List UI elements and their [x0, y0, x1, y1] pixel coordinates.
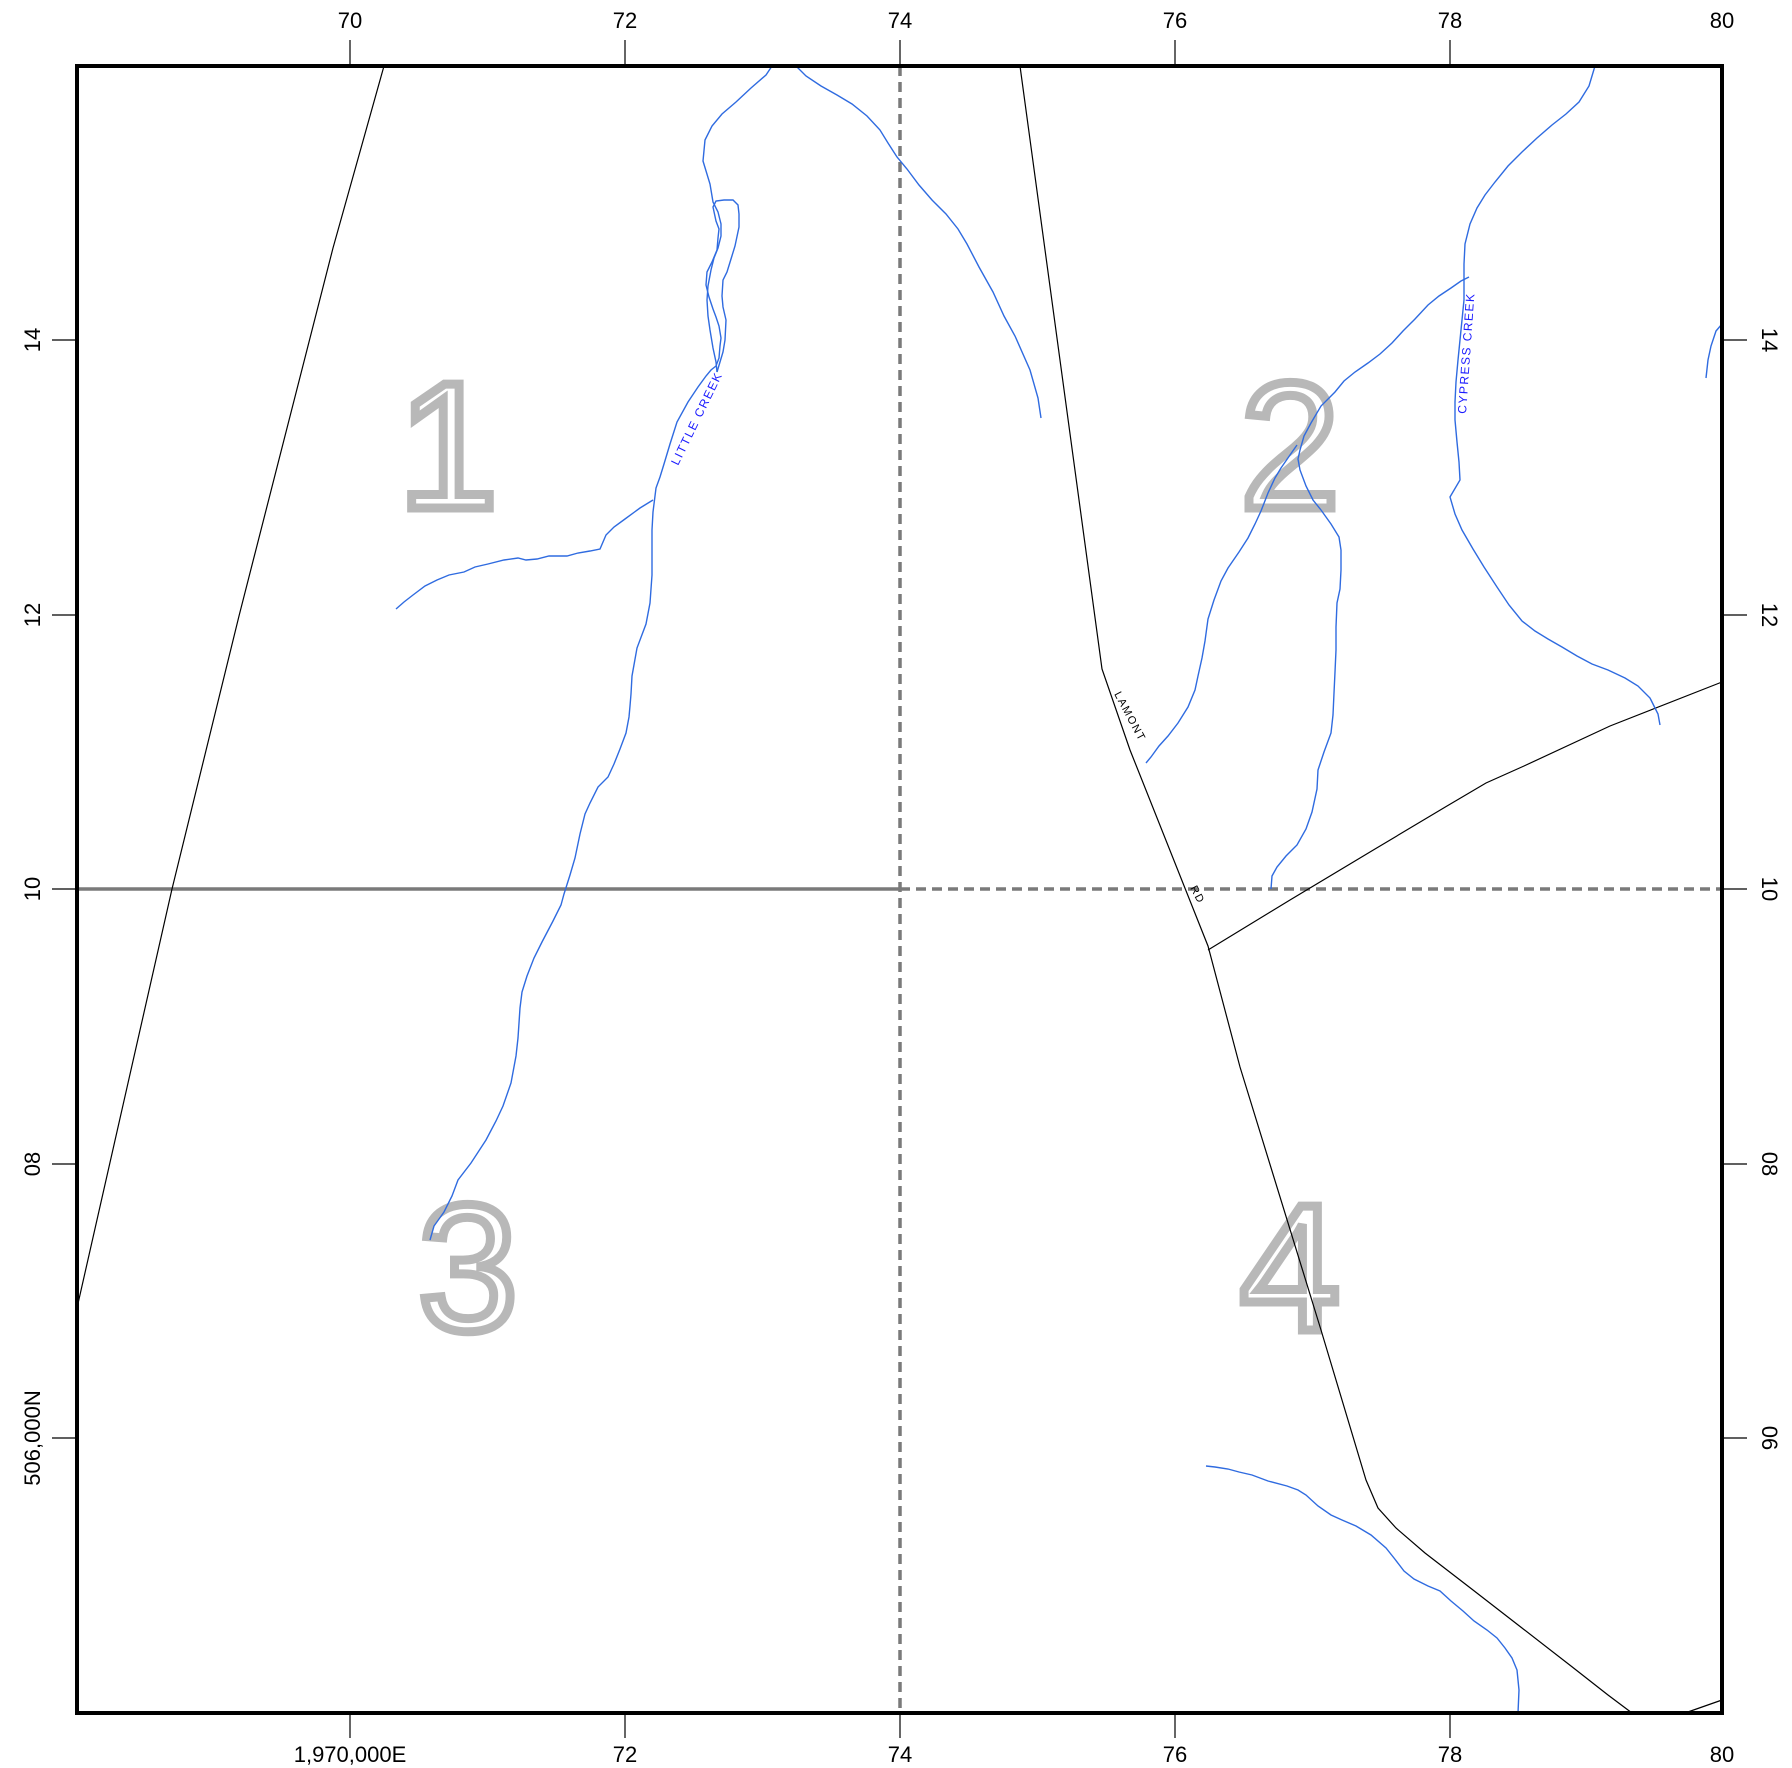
tick-marks [52, 40, 1747, 1738]
x-top-label: 76 [1163, 8, 1187, 33]
road-west [76, 65, 385, 1309]
x-bottom-label: 80 [1710, 1742, 1734, 1767]
x-top-label: 78 [1438, 8, 1462, 33]
x-top-label: 72 [613, 8, 637, 33]
x-bottom-label: 1,970,000E [294, 1742, 407, 1767]
little-creek-tributary [395, 499, 654, 610]
y-left-label: 506,000N [20, 1390, 45, 1485]
quadrant-numerals: 1 2 3 4 [393, 342, 1344, 1374]
streams [395, 65, 1723, 1714]
y-left-label: 10 [20, 877, 45, 901]
x-axis-bottom-labels: 1,970,000E 72 74 76 78 80 [294, 1742, 1735, 1767]
quadrant-number: 1 [398, 346, 498, 547]
y-right-label: 06 [1757, 1426, 1782, 1450]
roads [76, 65, 1723, 1714]
y-axis-right-labels: 14 12 10 08 06 [1757, 328, 1782, 1450]
x-bottom-label: 74 [888, 1742, 912, 1767]
road-corner-se [1684, 1699, 1723, 1714]
little-creek-label: LITTLE CREEK [668, 369, 725, 467]
y-right-label: 14 [1757, 328, 1782, 352]
stream-east-edge [1705, 323, 1723, 379]
y-axis-left-labels: 14 12 10 08 506,000N [20, 328, 45, 1486]
x-top-label: 70 [338, 8, 362, 33]
lamont-label: LAMONT [1111, 690, 1147, 744]
map-frame [75, 64, 1724, 1715]
x-bottom-label: 78 [1438, 1742, 1462, 1767]
cypress-creek-label: CYPRESS CREEK [1455, 292, 1477, 414]
y-left-label: 12 [20, 603, 45, 627]
x-top-label: 80 [1710, 8, 1734, 33]
x-bottom-label: 72 [613, 1742, 637, 1767]
road-branch-east [1207, 681, 1723, 951]
y-left-label: 14 [20, 328, 45, 352]
little-creek [429, 199, 740, 1241]
x-top-label: 74 [888, 8, 912, 33]
y-right-label: 10 [1757, 877, 1782, 901]
x-bottom-label: 76 [1163, 1742, 1187, 1767]
x-axis-top-labels: 70 72 74 76 78 80 [338, 8, 1734, 33]
y-right-label: 08 [1757, 1152, 1782, 1176]
stream-south [1205, 1465, 1520, 1714]
section-lines [77, 66, 1722, 1713]
north-stream [795, 65, 1042, 419]
y-right-label: 12 [1757, 603, 1782, 627]
y-left-label: 08 [20, 1152, 45, 1176]
road-lamont [1019, 65, 1633, 1714]
cypress-creek [1449, 65, 1661, 726]
little-creek-upper [702, 65, 773, 373]
stream-q2 [1270, 276, 1470, 890]
stream-q2-west [1145, 444, 1298, 764]
quadrant-number: 4 [1240, 1168, 1340, 1369]
quadrant-number: 3 [418, 1168, 518, 1369]
